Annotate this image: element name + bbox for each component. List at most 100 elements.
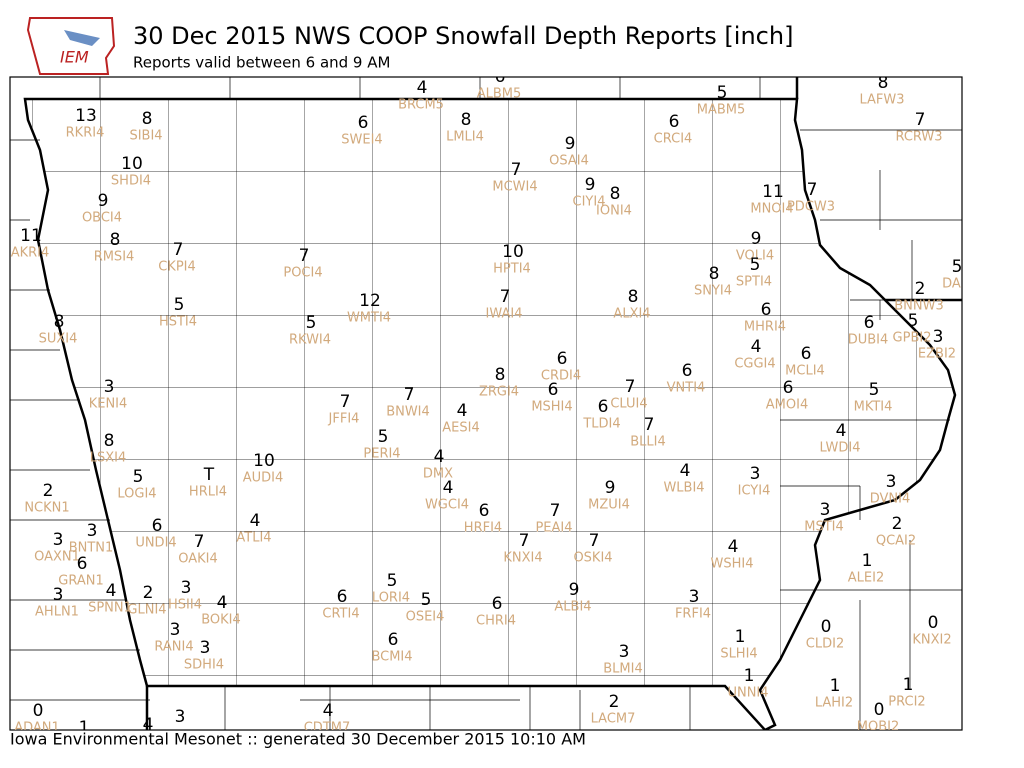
station-id: GLNI4 xyxy=(127,603,166,618)
station-id: WGCI4 xyxy=(425,498,469,513)
station-id: CLDI2 xyxy=(806,637,844,652)
station-value: 8 xyxy=(54,312,65,332)
station-id: CRCI4 xyxy=(654,132,693,147)
station-value: 5 xyxy=(717,83,728,103)
station-id: OSKI4 xyxy=(573,551,612,566)
station-value: 10 xyxy=(121,154,143,174)
station-value: 4 xyxy=(250,511,261,531)
station-value: 4 xyxy=(443,478,454,498)
station-value: 2 xyxy=(143,583,154,603)
station-id: OAKI4 xyxy=(178,552,218,567)
station-id: PDCW3 xyxy=(787,200,835,215)
station-id: SDHI4 xyxy=(184,658,224,673)
station-id: IWAI4 xyxy=(486,307,523,322)
station-id: BLMI4 xyxy=(603,662,642,677)
station-value: 6 xyxy=(783,378,794,398)
station-value: 5 xyxy=(378,427,389,447)
station-id: RMSI4 xyxy=(94,250,135,265)
station-id: CDTM7 xyxy=(304,721,351,736)
station-id: MNOI4 xyxy=(750,202,793,217)
station-value: 2 xyxy=(43,481,54,501)
station-value: 2 xyxy=(892,514,903,534)
station-id: NCKN1 xyxy=(24,501,69,516)
station-value: 5 xyxy=(174,295,185,315)
station-id: ALXI4 xyxy=(613,307,650,322)
station-id: SUXI4 xyxy=(39,332,78,347)
station-value: 2 xyxy=(609,692,620,712)
station-value: 8 xyxy=(142,109,153,129)
station-value: 5 xyxy=(133,467,144,487)
station-value: 0 xyxy=(874,700,885,720)
station-value: 7 xyxy=(915,110,926,130)
station-value: 4 xyxy=(836,421,847,441)
station-value: 7 xyxy=(340,392,351,412)
station-id: MCWI4 xyxy=(492,180,537,195)
station-value: 6 xyxy=(548,380,559,400)
station-value: 8 xyxy=(110,230,121,250)
station-value: 12 xyxy=(359,291,381,311)
station-value: 6 xyxy=(557,349,568,369)
station-id: UNDI4 xyxy=(135,536,176,551)
station-value: 8 xyxy=(878,73,889,93)
station-value: 6 xyxy=(761,300,772,320)
station-value: 3 xyxy=(87,521,98,541)
station-id: PEAI4 xyxy=(535,521,572,536)
station-value: 4 xyxy=(417,78,428,98)
station-value: 4 xyxy=(323,701,334,721)
station-value: 3 xyxy=(750,464,761,484)
station-id: KENI4 xyxy=(89,397,128,412)
station-id: SIBI4 xyxy=(129,129,162,144)
station-value: 7 xyxy=(194,532,205,552)
station-id: MCLI4 xyxy=(785,364,825,379)
station-id: AESI4 xyxy=(442,421,479,436)
station-value: 8 xyxy=(461,110,472,130)
station-value: 3 xyxy=(53,585,64,605)
station-value: 3 xyxy=(181,578,192,598)
station-id: BNWI4 xyxy=(386,405,430,420)
station-id: SLHI4 xyxy=(720,647,757,662)
station-value: 4 xyxy=(106,581,117,601)
station-value: 10 xyxy=(502,242,524,262)
station-id: BNTN1 xyxy=(69,541,114,556)
station-id: AMOI4 xyxy=(766,398,808,413)
station-id: LACM7 xyxy=(591,712,636,727)
station-id: DUBI4 xyxy=(848,333,889,348)
station-id: ICYI4 xyxy=(738,484,771,499)
station-value: 6 xyxy=(479,501,490,521)
station-value: 5 xyxy=(952,257,963,277)
station-id: AUDI4 xyxy=(243,471,284,486)
station-id: KNXI4 xyxy=(503,551,542,566)
station-id: AHLN1 xyxy=(35,605,79,620)
station-id: RCRW3 xyxy=(895,130,942,145)
station-id: CGGI4 xyxy=(734,357,775,372)
subtitle: Reports valid between 6 and 9 AM xyxy=(133,54,390,72)
station-value: 11 xyxy=(20,226,42,246)
station-value: 3 xyxy=(170,620,181,640)
station-id: SWEI4 xyxy=(341,133,382,148)
station-id: OSAI4 xyxy=(549,154,589,169)
station-id: DVNI4 xyxy=(870,492,911,507)
station-id: RANI4 xyxy=(154,640,193,655)
station-value: 1 xyxy=(862,551,873,571)
station-id: LOGI4 xyxy=(117,487,156,502)
station-value: 6 xyxy=(388,630,399,650)
station-id: SPTI4 xyxy=(736,275,772,290)
station-value: 3 xyxy=(175,707,186,727)
station-id: WSHI4 xyxy=(711,557,754,572)
station-id: LAHI2 xyxy=(815,696,853,711)
station-id: POCI4 xyxy=(283,266,322,281)
station-value: 9 xyxy=(569,580,580,600)
station-value: 7 xyxy=(625,377,636,397)
station-value: 9 xyxy=(605,478,616,498)
station-value: 6 xyxy=(77,554,88,574)
station-id: BOKI4 xyxy=(201,613,241,628)
station-value: 13 xyxy=(75,106,97,126)
station-value: 6 xyxy=(682,361,693,381)
station-value: 6 xyxy=(492,594,503,614)
station-value: 3 xyxy=(104,377,115,397)
station-id: EZBI2 xyxy=(918,347,956,362)
station-value: 5 xyxy=(306,313,317,333)
station-id: RKWI4 xyxy=(289,333,331,348)
station-id: PERI4 xyxy=(363,447,400,462)
station-id: BNNW3 xyxy=(894,299,944,314)
